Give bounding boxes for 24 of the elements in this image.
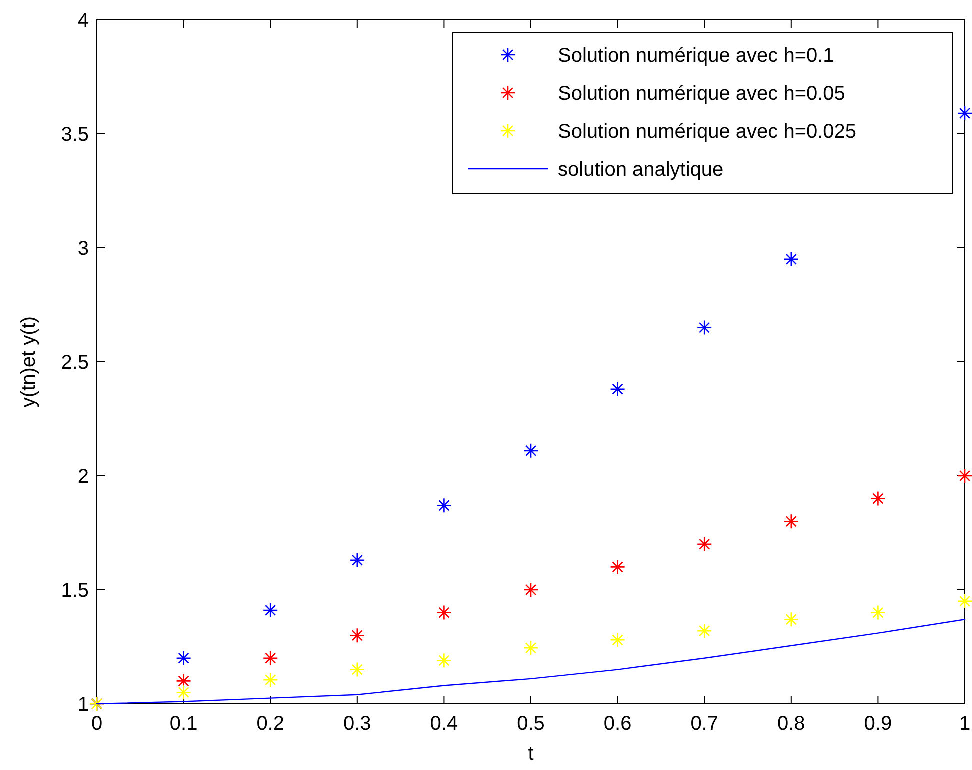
legend-label: Solution numérique avec h=0.025 [558, 121, 857, 143]
legend-label: Solution numérique avec h=0.05 [558, 83, 846, 105]
x-tick-label: 0.2 [256, 713, 285, 735]
x-tick-label: 0.3 [343, 713, 372, 735]
x-tick-label: 0.4 [430, 713, 458, 735]
x-tick-label: 0.1 [170, 713, 198, 735]
legend-label: solution analytique [558, 159, 724, 181]
x-axis-title: t [528, 743, 534, 765]
y-tick-label: 4 [78, 10, 89, 32]
y-tick-label: 3 [78, 238, 89, 260]
x-tick-label: 1 [959, 713, 971, 735]
y-tick-label: 3.5 [61, 124, 89, 146]
legend-label: Solution numérique avec h=0.1 [558, 45, 834, 67]
y-tick-label: 2.5 [61, 352, 89, 374]
x-tick-label: 0.5 [517, 713, 545, 735]
y-tick-label: 1.5 [61, 580, 89, 602]
x-tick-label: 0.6 [604, 713, 632, 735]
x-tick-label: 0.7 [690, 713, 719, 735]
x-tick-label: 0.8 [777, 713, 806, 735]
x-tick-label: 0.9 [864, 713, 892, 735]
y-axis-title: y(tn)et y(t) [18, 316, 40, 408]
x-tick-label: 0 [91, 713, 103, 735]
y-tick-label: 2 [78, 466, 89, 488]
y-tick-label: 1 [78, 694, 89, 716]
